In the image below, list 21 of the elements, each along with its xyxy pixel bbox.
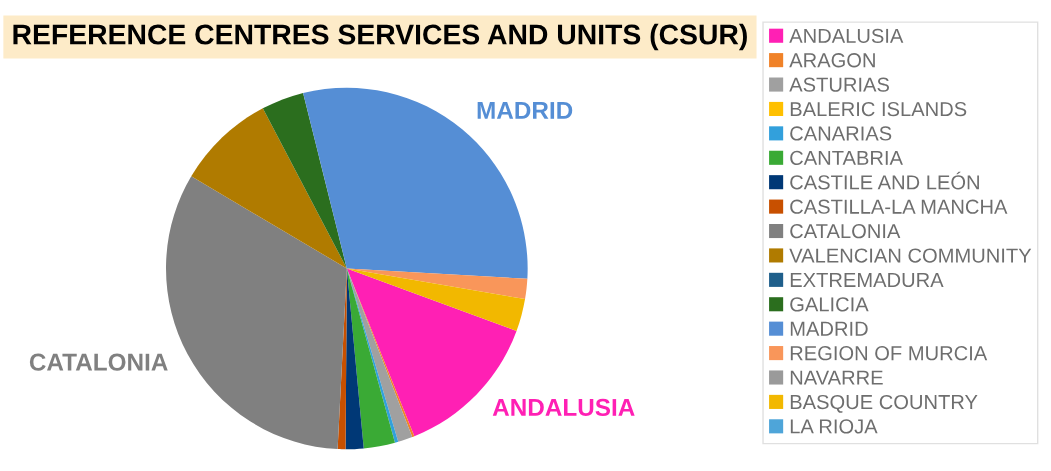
legend-label: NAVARRE xyxy=(790,370,883,385)
data-label: ANDALUSIA xyxy=(492,398,635,417)
legend-label: EXTREMADURA xyxy=(790,273,944,288)
legend-label: REGION OF MURCIA xyxy=(790,346,988,361)
legend-label: BASQUE COUNTRY xyxy=(790,394,978,413)
legend-label: CASTILE AND LEÓN xyxy=(790,171,979,190)
legend-label: CASTILLA-LA MANCHA xyxy=(790,199,1008,214)
data-label: CATALONIA xyxy=(29,353,168,371)
legend-label: VALENCIAN COMMUNITY xyxy=(789,248,1032,263)
legend-label: MADRID xyxy=(790,321,868,336)
legend-label: LA RIOJA xyxy=(790,419,878,434)
legend-label: BALERIC ISLANDS xyxy=(790,101,967,117)
legend-label: CANTABRIA xyxy=(790,150,903,166)
data-label: MADRID xyxy=(477,102,573,119)
legend-label: CANARIAS xyxy=(790,126,892,141)
legend-label: ASTURIAS xyxy=(789,77,889,92)
legend-label: ARAGON xyxy=(789,53,875,68)
legend-label: ANDALUSIA xyxy=(789,28,904,43)
legend-label: GALICIA xyxy=(790,297,869,312)
chart-title: REFERENCE CENTRES SERVICES AND UNITS (CSUR) xyxy=(13,23,747,51)
legend-label: CATALONIA xyxy=(790,224,901,239)
